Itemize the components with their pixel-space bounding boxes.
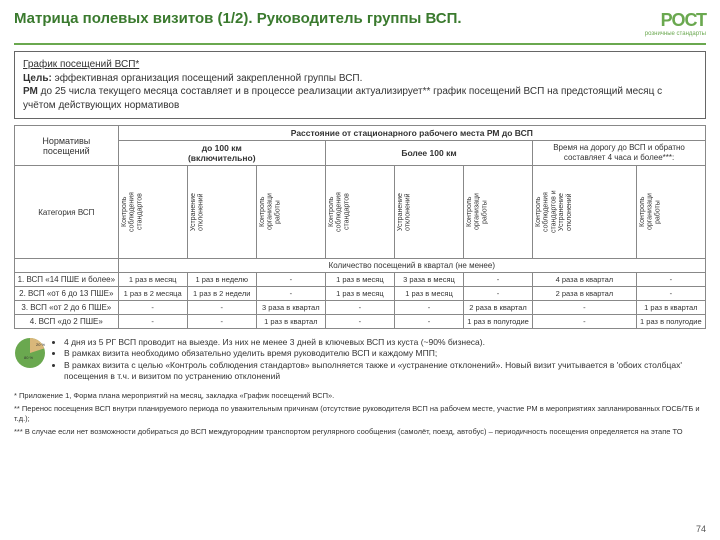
cell: 3 раза в квартал [256, 301, 325, 315]
intro-goal-label: Цель: [23, 73, 52, 84]
table-row: 1. ВСП «14 ПШЕ и более»1 раз в месяц1 ра… [15, 273, 706, 287]
footnote-1: * Приложение 1, Форма плана мероприятий … [14, 391, 706, 401]
cell: 1 раз в квартал [636, 301, 705, 315]
table-row: 3. ВСП «от 2 до 6 ПШЕ»--3 раза в квартал… [15, 301, 706, 315]
svg-text:20 %: 20 % [36, 342, 46, 347]
dist-col-1: до 100 км (включительно) [118, 141, 325, 166]
cell: - [256, 273, 325, 287]
cell: - [464, 273, 533, 287]
slide-header: Матрица полевых визитов (1/2). Руководит… [14, 10, 706, 37]
row-label: 1. ВСП «14 ПШЕ и более» [15, 273, 119, 287]
cell: 1 раз в 2 месяца [118, 287, 187, 301]
cell: - [118, 315, 187, 329]
divider [14, 43, 706, 45]
cell: 1 раз в месяц [325, 273, 394, 287]
cell: - [325, 301, 394, 315]
logo-sub: розничные стандарты [645, 31, 706, 37]
col-7: Контроль организаци работы [636, 166, 705, 259]
slide-title: Матрица полевых визитов (1/2). Руководит… [14, 10, 462, 27]
distance-header: Расстояние от стационарного рабочего мес… [118, 126, 705, 141]
time-note: Время на дорогу до ВСП и обратно составл… [533, 141, 706, 166]
intro-goal-text: эффективная организация посещений закреп… [52, 73, 363, 84]
col-2: Контроль организаци работы [256, 166, 325, 259]
footnotes: * Приложение 1, Форма плана мероприятий … [14, 391, 706, 438]
footnote-3: *** В случае если нет возможности добира… [14, 427, 706, 437]
cell: 1 раз в полугодие [636, 315, 705, 329]
intro-box: График посещений ВСП* Цель: эффективная … [14, 51, 706, 119]
intro-heading: График посещений ВСП* [23, 59, 139, 70]
table-row: 2. ВСП «от 6 до 13 ПШЕ»1 раз в 2 месяца1… [15, 287, 706, 301]
pie-chart-icon: 20 % 80 % [14, 337, 46, 369]
cell: - [394, 315, 463, 329]
col-6: Контроль соблюдения стандартов и Устране… [533, 166, 637, 259]
col-0: Контроль соблюдения стандартов [118, 166, 187, 259]
cell: - [394, 301, 463, 315]
cell: 1 раз в неделю [187, 273, 256, 287]
row-label: 2. ВСП «от 6 до 13 ПШЕ» [15, 287, 119, 301]
col-3: Контроль соблюдения стандартов [325, 166, 394, 259]
col-1: Устранение отклонений [187, 166, 256, 259]
logo-main: РОСТ [645, 10, 706, 31]
cell: 4 раза в квартал [533, 273, 637, 287]
cell: - [636, 273, 705, 287]
col-4: Устранение отклонений [394, 166, 463, 259]
cell: - [187, 315, 256, 329]
bullet-1: 4 дня из 5 РГ ВСП проводит на выезде. Из… [64, 337, 706, 348]
cell: 1 раз в полугодие [464, 315, 533, 329]
row-label: 4. ВСП «до 2 ПШЕ» [15, 315, 119, 329]
cell: - [118, 301, 187, 315]
count-header: Количество посещений в квартал (не менее… [118, 259, 705, 273]
pie-row: 20 % 80 % 4 дня из 5 РГ ВСП проводит на … [14, 337, 706, 383]
bullet-2: В рамках визита необходимо обязательно у… [64, 348, 706, 359]
page-number: 74 [696, 524, 706, 534]
cell: - [533, 315, 637, 329]
footnote-2: ** Перенос посещения ВСП внутри планируе… [14, 404, 706, 424]
intro-rm-label: РМ [23, 86, 38, 97]
cell: 2 раза в квартал [533, 287, 637, 301]
cell: - [325, 315, 394, 329]
logo: РОСТ розничные стандарты [645, 10, 706, 37]
bullet-3: В рамках визита с целью «Контроль соблюд… [64, 360, 706, 383]
col-5: Контроль организаци работы [464, 166, 533, 259]
cell: - [187, 301, 256, 315]
dist-col-2: Более 100 км [325, 141, 532, 166]
intro-rm-text: до 25 числа текущего месяца составляет и… [23, 86, 662, 111]
cell: 1 раз в месяц [394, 287, 463, 301]
cell: - [256, 287, 325, 301]
cell: - [533, 301, 637, 315]
row-label: 3. ВСП «от 2 до 6 ПШЕ» [15, 301, 119, 315]
cell: 2 раза в квартал [464, 301, 533, 315]
cell: - [636, 287, 705, 301]
category-label: Категория ВСП [15, 166, 119, 259]
cell: 1 раз в 2 недели [187, 287, 256, 301]
table-row: 4. ВСП «до 2 ПШЕ»--1 раз в квартал--1 ра… [15, 315, 706, 329]
cell: - [464, 287, 533, 301]
cell: 1 раз в месяц [118, 273, 187, 287]
visit-matrix: Нормативы посещений Расстояние от стацио… [14, 125, 706, 329]
svg-text:80 %: 80 % [24, 355, 34, 360]
bullet-list: 4 дня из 5 РГ ВСП проводит на выезде. Из… [52, 337, 706, 383]
cell: 1 раз в квартал [256, 315, 325, 329]
cell: 3 раза в месяц [394, 273, 463, 287]
cell: 1 раз в месяц [325, 287, 394, 301]
norm-label: Нормативы посещений [15, 126, 119, 166]
